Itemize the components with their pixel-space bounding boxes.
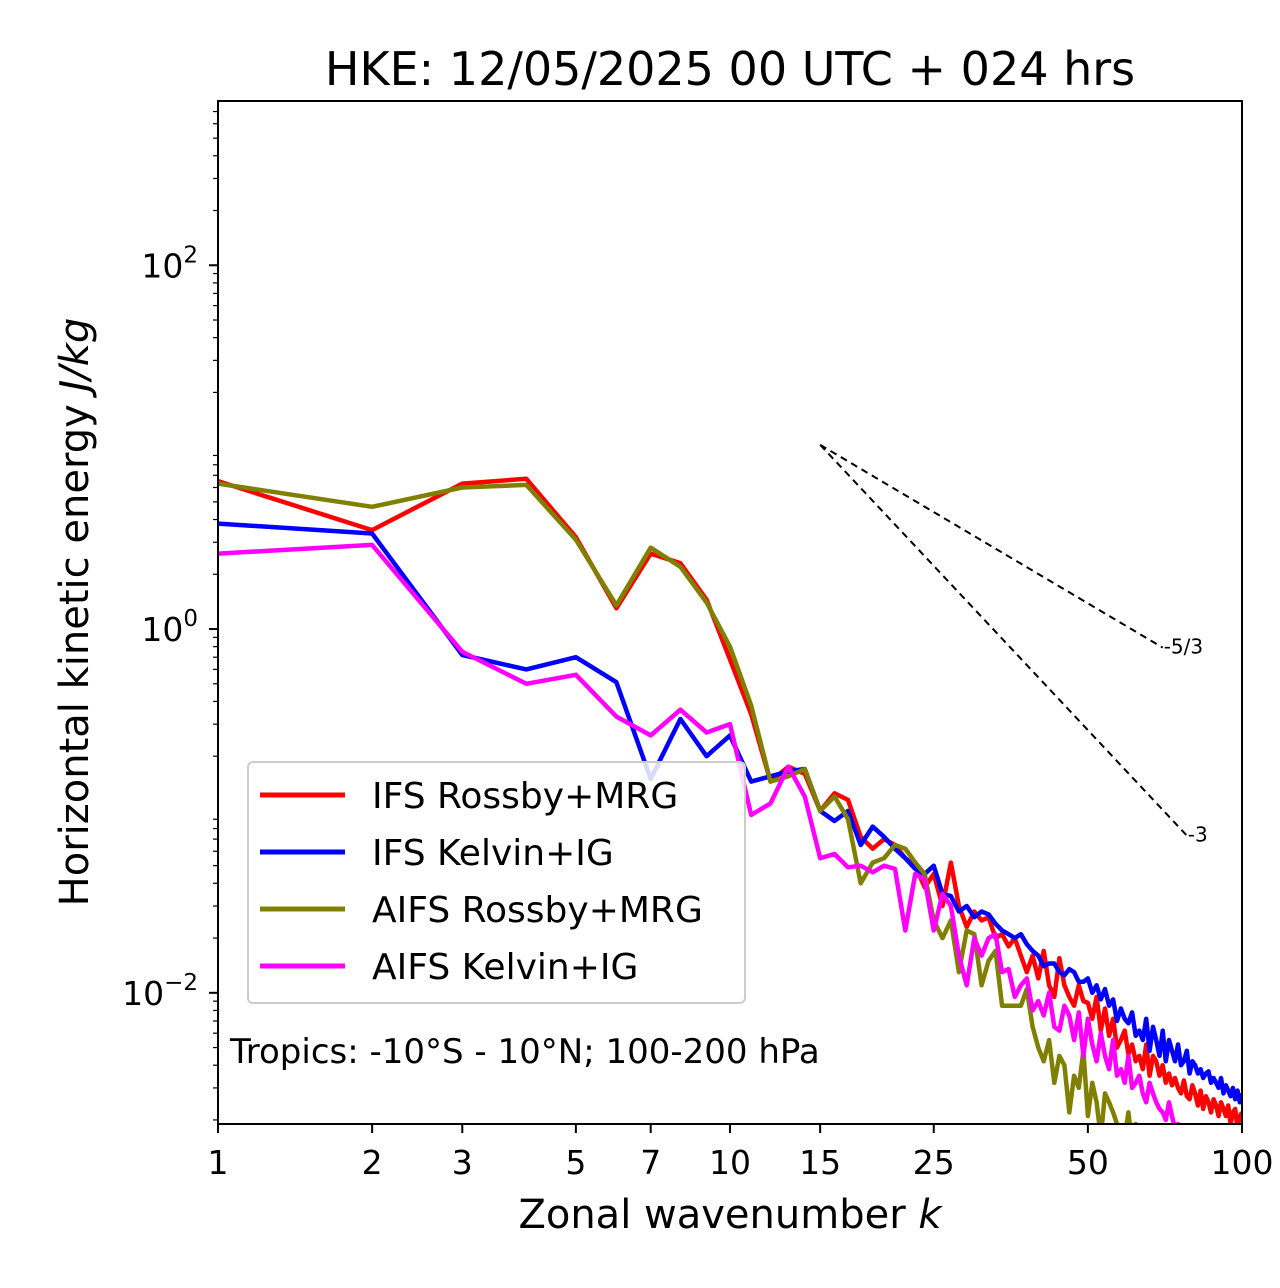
x-tick-label: 25	[913, 1143, 955, 1182]
series-line	[218, 481, 1138, 1124]
slope-label: -3	[1188, 823, 1208, 847]
y-axis-ticks: 102 100 10−2	[122, 242, 218, 1013]
x-tick-label: 50	[1067, 1143, 1109, 1182]
region-annotation: Tropics: -10°S - 10°N; 100-200 hPa	[229, 1032, 820, 1072]
chart-title: HKE: 12/05/2025 00 UTC + 024 hrs	[325, 42, 1135, 96]
x-tick-label: 2	[362, 1143, 383, 1182]
y-tick-label: 102	[141, 242, 198, 285]
x-tick-label: 3	[452, 1143, 473, 1182]
series-line	[218, 476, 1242, 1124]
x-tick-label: 7	[640, 1143, 661, 1182]
legend-box	[247, 761, 746, 1004]
y-axis-label: Horizontal kinetic energy J/kg	[52, 318, 98, 907]
x-tick-label: 100	[1211, 1143, 1274, 1182]
x-tick-label: 5	[565, 1143, 586, 1182]
y-tick-label: 100	[141, 606, 198, 649]
slope-label: -5/3	[1164, 635, 1203, 659]
legend: IFS Rossby+MRG IFS Kelvin+IG AIFS Rossby+M…	[247, 761, 746, 1004]
x-tick-label: 15	[799, 1143, 841, 1182]
x-tick-label: 10	[709, 1143, 751, 1182]
reference-slope-lines	[819, 443, 1188, 837]
x-axis-ticks: 1 2 3 5 7 10 15 25 50 100	[208, 1124, 1274, 1182]
legend-entries: IFS Rossby+MRG IFS Kelvin+IG AIFS Rossby+M…	[260, 776, 703, 988]
legend-label: IFS Rossby+MRG	[372, 776, 678, 817]
legend-label: AIFS Rossby+MRG	[372, 890, 703, 931]
legend-label: AIFS Kelvin+IG	[372, 947, 638, 988]
series-line	[218, 542, 1181, 1124]
slope-line	[819, 444, 1188, 837]
legend-label: IFS Kelvin+IG	[372, 833, 614, 874]
series-lines	[218, 476, 1242, 1124]
x-tick-label: 1	[208, 1143, 229, 1182]
series-line	[218, 521, 1242, 1105]
y-tick-label: 10−2	[122, 970, 198, 1013]
slope-line	[819, 443, 1164, 649]
x-axis-label: Zonal wavenumber k	[518, 1192, 943, 1238]
